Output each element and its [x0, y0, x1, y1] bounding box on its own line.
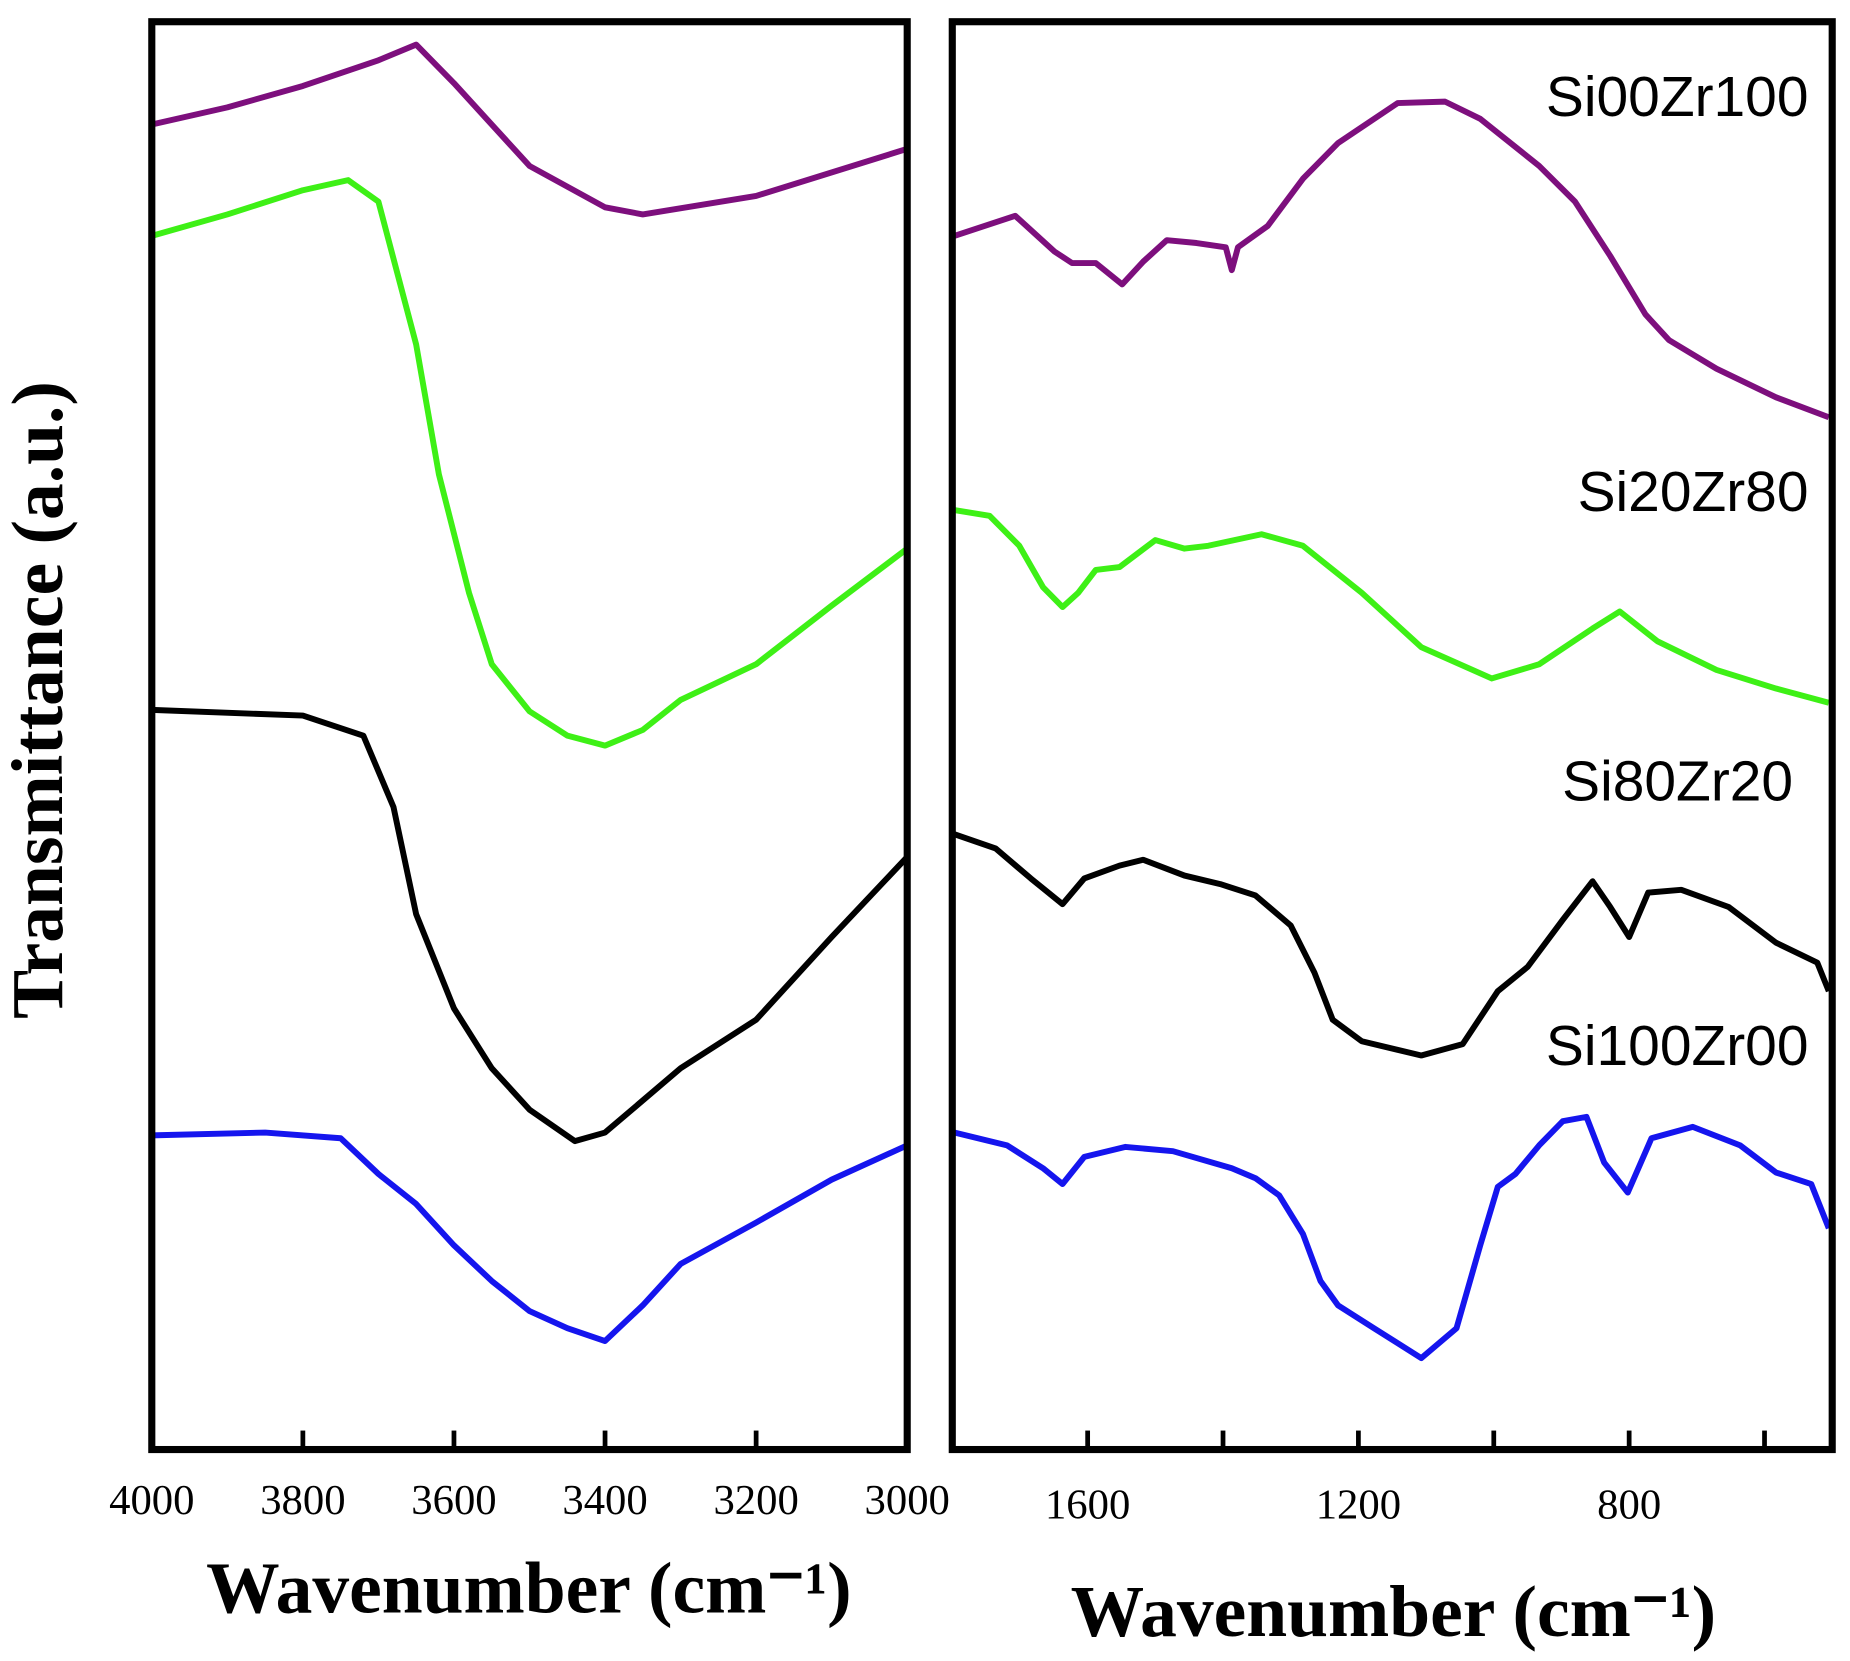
series-label: Si20Zr80	[1578, 460, 1809, 524]
x-tick-label: 3000	[865, 1477, 950, 1524]
x-tick-label: 3800	[260, 1477, 345, 1524]
y-axis-label: Transmittance (a.u.)	[0, 381, 78, 1019]
x-tick-label: 3400	[562, 1477, 647, 1524]
series-label: Si100Zr00	[1546, 1014, 1809, 1078]
x-axis-label: Wavenumber (cm⁻¹)	[1071, 1570, 1717, 1652]
x-tick-label: 1200	[1316, 1482, 1401, 1529]
x-tick-label: 3600	[411, 1477, 496, 1524]
x-axis-label: Wavenumber (cm⁻¹)	[206, 1546, 852, 1628]
x-tick-label: 4000	[109, 1477, 194, 1524]
spectrum-line	[151, 41, 909, 218]
x-tick-label: 800	[1597, 1482, 1661, 1529]
x-tick-label: 1600	[1045, 1482, 1130, 1529]
series-label: Si00Zr100	[1546, 65, 1809, 129]
spectrum-line	[151, 1129, 909, 1344]
plot-frame	[148, 18, 911, 1454]
spectrum-line	[953, 98, 1830, 420]
series-label: Si80Zr20	[1562, 749, 1793, 813]
plot-frame	[948, 18, 1836, 1454]
x-tick-label: 3200	[713, 1477, 798, 1524]
spectrum-line	[953, 831, 1832, 1059]
spectrum-line	[953, 507, 1830, 706]
spectrum-line	[953, 1113, 1832, 1362]
spectrum-line	[151, 706, 910, 1145]
spectrum-line	[150, 177, 909, 749]
